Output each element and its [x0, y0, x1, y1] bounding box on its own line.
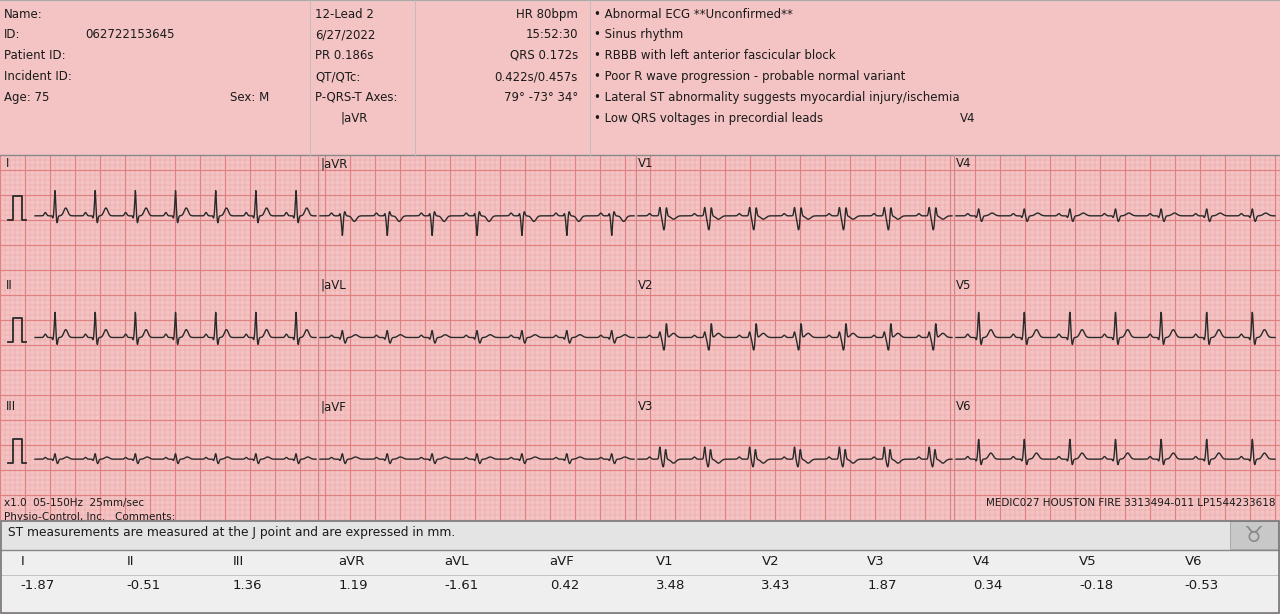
- Text: 12-Lead 2: 12-Lead 2: [315, 8, 374, 21]
- Text: |aVF: |aVF: [320, 400, 346, 413]
- Bar: [1230, 521, 1277, 549]
- Text: P-QRS-T Axes:: P-QRS-T Axes:: [315, 91, 398, 104]
- Text: • Low QRS voltages in precordial leads: • Low QRS voltages in precordial leads: [594, 112, 823, 125]
- Text: aVL: aVL: [444, 555, 468, 568]
- Text: Physio-Control, Inc.   Comments:: Physio-Control, Inc. Comments:: [4, 512, 175, 522]
- Text: V4: V4: [956, 157, 972, 170]
- Text: aVR: aVR: [338, 555, 365, 568]
- Text: QT/QTc:: QT/QTc:: [315, 70, 361, 83]
- Text: V4: V4: [960, 112, 975, 125]
- Text: aVF: aVF: [549, 555, 575, 568]
- Text: QRS 0.172s: QRS 0.172s: [509, 49, 579, 62]
- Text: ♉: ♉: [1244, 526, 1265, 546]
- Text: V5: V5: [1079, 555, 1097, 568]
- Text: |aVL: |aVL: [320, 279, 346, 292]
- Text: 062722153645: 062722153645: [84, 28, 174, 41]
- Text: 0.34: 0.34: [973, 579, 1002, 592]
- Text: 0.422s/0.457s: 0.422s/0.457s: [494, 70, 579, 83]
- Text: 0.42: 0.42: [549, 579, 579, 592]
- Text: I: I: [6, 157, 9, 170]
- Text: V6: V6: [1185, 555, 1202, 568]
- Text: • Lateral ST abnormality suggests myocardial injury/ischemia: • Lateral ST abnormality suggests myocar…: [594, 91, 960, 104]
- Text: x1.0  05-150Hz  25mm/sec: x1.0 05-150Hz 25mm/sec: [4, 498, 145, 508]
- Text: III: III: [6, 400, 17, 413]
- Text: |aVR: |aVR: [320, 157, 347, 170]
- Text: V2: V2: [762, 555, 780, 568]
- Text: |aVR: |aVR: [340, 112, 367, 125]
- Text: 1.36: 1.36: [232, 579, 261, 592]
- Text: 79° -73° 34°: 79° -73° 34°: [504, 91, 579, 104]
- Text: Incident ID:: Incident ID:: [4, 70, 72, 83]
- Text: • Sinus rhythm: • Sinus rhythm: [594, 28, 684, 41]
- Text: III: III: [232, 555, 243, 568]
- Text: V3: V3: [637, 400, 653, 413]
- Text: V3: V3: [868, 555, 884, 568]
- Text: I: I: [20, 555, 24, 568]
- Text: PR 0.186s: PR 0.186s: [315, 49, 374, 62]
- Text: • Abnormal ECG **Unconfirmed**: • Abnormal ECG **Unconfirmed**: [594, 8, 792, 21]
- Text: V2: V2: [637, 279, 654, 292]
- Text: V6: V6: [956, 400, 972, 413]
- Text: 3.43: 3.43: [762, 579, 791, 592]
- Bar: [1, 550, 1279, 613]
- Text: Age: 75: Age: 75: [4, 91, 50, 104]
- Text: Patient ID:: Patient ID:: [4, 49, 65, 62]
- Text: 6/27/2022: 6/27/2022: [315, 28, 375, 41]
- Text: -0.53: -0.53: [1185, 579, 1219, 592]
- Text: -0.18: -0.18: [1079, 579, 1114, 592]
- Text: Name:: Name:: [4, 8, 42, 21]
- Bar: [1, 521, 1279, 550]
- Text: V1: V1: [637, 157, 654, 170]
- Text: ID:: ID:: [4, 28, 20, 41]
- Text: -0.51: -0.51: [127, 579, 161, 592]
- Text: V4: V4: [973, 555, 991, 568]
- Text: • Poor R wave progression - probable normal variant: • Poor R wave progression - probable nor…: [594, 70, 905, 83]
- Text: ST measurements are measured at the J point and are expressed in mm.: ST measurements are measured at the J po…: [8, 526, 456, 539]
- Text: -1.61: -1.61: [444, 579, 479, 592]
- Text: V5: V5: [956, 279, 972, 292]
- Text: V1: V1: [655, 555, 673, 568]
- Text: II: II: [6, 279, 13, 292]
- Text: 1.19: 1.19: [338, 579, 367, 592]
- Text: MEDIC027 HOUSTON FIRE 3313494-011 LP1544233618: MEDIC027 HOUSTON FIRE 3313494-011 LP1544…: [987, 498, 1276, 508]
- Text: -1.87: -1.87: [20, 579, 55, 592]
- Bar: [0, 0, 1280, 155]
- Text: 3.48: 3.48: [655, 579, 685, 592]
- Text: • RBBB with left anterior fascicular block: • RBBB with left anterior fascicular blo…: [594, 49, 836, 62]
- Text: Sex: M: Sex: M: [230, 91, 269, 104]
- Text: II: II: [127, 555, 134, 568]
- Text: HR 80bpm: HR 80bpm: [516, 8, 579, 21]
- Text: 15:52:30: 15:52:30: [526, 28, 579, 41]
- Text: 1.87: 1.87: [868, 579, 897, 592]
